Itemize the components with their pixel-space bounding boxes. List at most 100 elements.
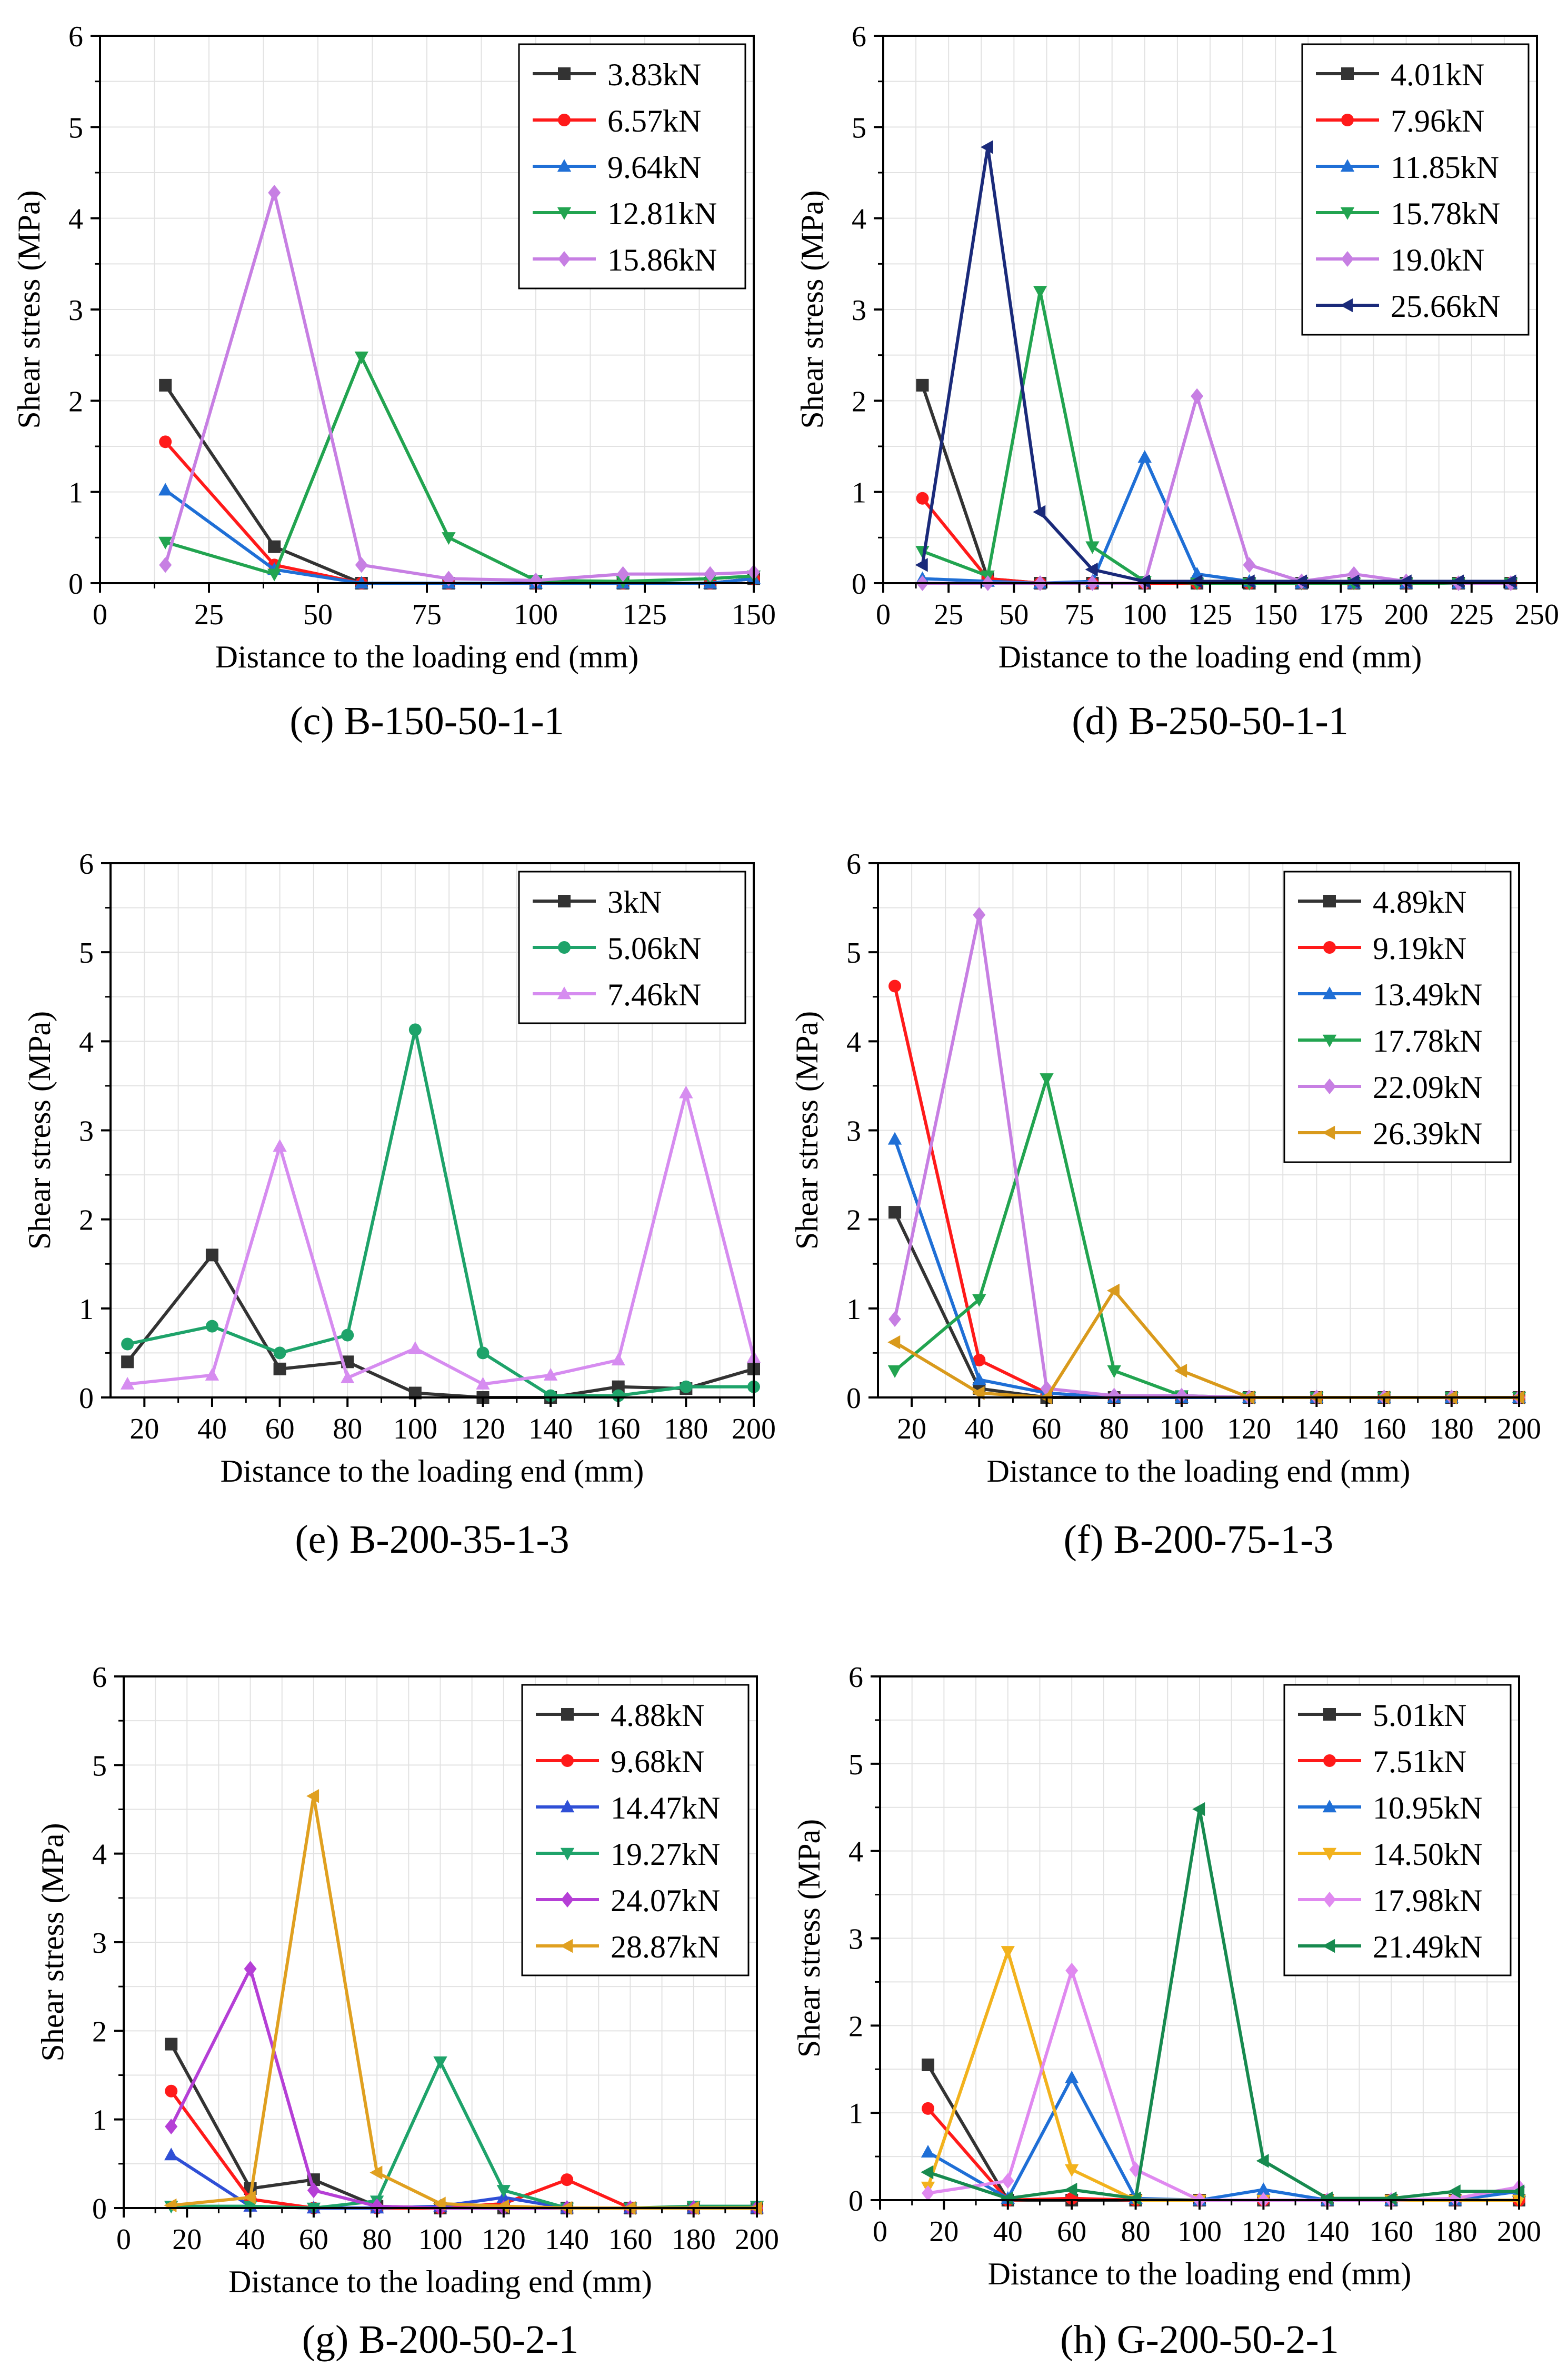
data-point bbox=[205, 1320, 218, 1333]
x-tick-label: 160 bbox=[1362, 1413, 1406, 1445]
data-point bbox=[530, 572, 542, 588]
legend-swatch-marker bbox=[1323, 1892, 1336, 1907]
y-axis-title: Shear stress (MPa) bbox=[792, 1819, 826, 2058]
y-tick-label: 4 bbox=[848, 1836, 863, 1869]
data-point bbox=[1191, 388, 1204, 404]
x-axis-title: Distance to the loading end (mm) bbox=[987, 1454, 1411, 1489]
legend-swatch-marker bbox=[561, 1754, 574, 1767]
data-point bbox=[544, 1389, 557, 1402]
legend-box bbox=[521, 1684, 750, 1976]
x-tick-label: 150 bbox=[732, 598, 776, 631]
x-tick-label: 100 bbox=[418, 2223, 463, 2256]
data-point bbox=[1137, 574, 1150, 588]
legend: 4.88kN 9.68kN 14.47kN 19.27kN 24.07kN 28.87kN bbox=[521, 1684, 750, 1976]
y-tick-label: 4 bbox=[846, 1026, 861, 1058]
y-tick-label: 3 bbox=[92, 1927, 107, 1960]
legend-swatch-marker bbox=[1322, 1847, 1337, 1861]
series-line bbox=[921, 497, 1511, 585]
series-0 bbox=[916, 378, 1517, 590]
legend-label: 7.46kN bbox=[607, 977, 701, 1012]
data-point bbox=[273, 1139, 287, 1152]
y-tick-label: 5 bbox=[79, 937, 94, 970]
y-tick-label: 6 bbox=[848, 1661, 863, 1694]
data-point bbox=[679, 1085, 693, 1098]
y-axis-title: Shear stress (MPa) bbox=[795, 190, 830, 428]
x-axis-title: Distance to the loading end (mm) bbox=[998, 640, 1422, 674]
data-point bbox=[341, 1329, 354, 1342]
legend-swatch-marker bbox=[1340, 159, 1355, 172]
data-point bbox=[1447, 2184, 1461, 2199]
data-point bbox=[1320, 2191, 1333, 2205]
data-point bbox=[922, 2058, 935, 2071]
y-tick-label: 2 bbox=[92, 2015, 107, 2048]
data-point bbox=[611, 1353, 625, 1366]
x-tick-label: 180 bbox=[1433, 2215, 1477, 2248]
data-point bbox=[921, 2165, 934, 2180]
y-tick-label: 0 bbox=[852, 568, 866, 601]
legend-swatch-marker bbox=[557, 159, 572, 172]
data-point bbox=[1107, 1387, 1121, 1404]
y-tick-label: 2 bbox=[79, 1204, 94, 1237]
y-tick-label: 1 bbox=[846, 1293, 861, 1326]
x-tick-label: 100 bbox=[1160, 1413, 1204, 1445]
y-tick-label: 3 bbox=[79, 1115, 94, 1148]
x-tick-label: 60 bbox=[1057, 2215, 1086, 2248]
data-point bbox=[1085, 541, 1100, 554]
data-point bbox=[1040, 1073, 1054, 1086]
x-tick-label: 25 bbox=[194, 598, 224, 631]
series-3 bbox=[158, 351, 761, 589]
series-0 bbox=[922, 2058, 1525, 2206]
data-point bbox=[1503, 574, 1516, 588]
legend-swatch-marker bbox=[1340, 298, 1353, 313]
x-tick-label: 140 bbox=[528, 1413, 573, 1445]
series-line bbox=[126, 1253, 754, 1399]
series-line bbox=[169, 1967, 757, 2210]
axes: 0 20 40 60 80 100 120 140 160 180 200 0 1 2 3 4 5 6 bbox=[848, 1661, 1541, 2248]
data-point bbox=[972, 1372, 986, 1385]
data-point bbox=[887, 1335, 901, 1350]
x-tick-label: 100 bbox=[514, 598, 558, 631]
legend-label: 9.64kN bbox=[607, 150, 701, 185]
legend-label: 14.50kN bbox=[1373, 1837, 1482, 1872]
x-tick-label: 175 bbox=[1319, 598, 1363, 631]
legend-label: 25.66kN bbox=[1391, 289, 1500, 324]
y-tick-label: 5 bbox=[92, 1750, 107, 1782]
data-point bbox=[1033, 286, 1047, 299]
legend-swatch-marker bbox=[561, 1708, 574, 1721]
x-tick-label: 250 bbox=[1515, 598, 1559, 631]
x-tick-label: 40 bbox=[236, 2223, 265, 2256]
x-tick-label: 120 bbox=[482, 2223, 526, 2256]
x-tick-label: 140 bbox=[1294, 1413, 1339, 1445]
legend-swatch-marker bbox=[557, 986, 572, 1000]
series-4 bbox=[916, 388, 1517, 591]
legend-box bbox=[518, 43, 746, 289]
series-line bbox=[164, 441, 754, 585]
data-point bbox=[273, 1362, 286, 1375]
x-tick-label: 180 bbox=[664, 1413, 708, 1445]
series-4 bbox=[922, 1962, 1525, 2208]
y-tick-label: 1 bbox=[852, 477, 866, 510]
series-line bbox=[164, 191, 754, 582]
x-tick-label: 200 bbox=[1497, 2215, 1541, 2248]
chart-panel-4: 0 20 40 60 80 100 120 140 160 180 200 0 1 2 3 4 5 6 Distan… bbox=[35, 1661, 779, 2362]
axes: 0 25 50 75 100 125 150 0 1 2 3 4 5 6 bbox=[68, 21, 776, 631]
y-tick-label: 4 bbox=[68, 203, 83, 236]
x-tick-label: 20 bbox=[129, 1413, 159, 1445]
data-point bbox=[1001, 2191, 1013, 2205]
x-tick-label: 60 bbox=[299, 2223, 328, 2256]
x-tick-label: 20 bbox=[897, 1413, 926, 1445]
series-2 bbox=[120, 1085, 761, 1390]
data-point bbox=[1175, 1387, 1188, 1404]
data-point bbox=[921, 2144, 935, 2158]
y-tick-label: 6 bbox=[852, 21, 866, 53]
x-tick-label: 200 bbox=[732, 1413, 776, 1445]
y-tick-label: 2 bbox=[68, 385, 83, 418]
data-point bbox=[1107, 1365, 1121, 1379]
axes: 20 40 60 80 100 120 140 160 180 200 0 1 2 3 4 5 6 bbox=[846, 848, 1541, 1445]
x-tick-label: 50 bbox=[999, 598, 1028, 631]
legend-label: 15.86kN bbox=[607, 243, 717, 277]
legend-swatch-marker bbox=[558, 941, 571, 954]
legend-label: 17.98kN bbox=[1373, 1883, 1482, 1918]
legend-label: 5.06kN bbox=[607, 931, 701, 966]
series-5 bbox=[915, 140, 1516, 588]
